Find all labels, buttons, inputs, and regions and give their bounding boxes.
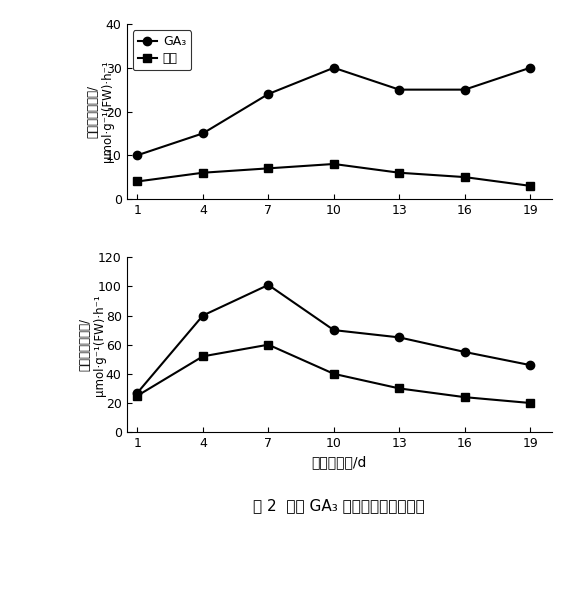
对照 [265, 165, 272, 172]
对照 [331, 160, 338, 168]
GA₃ [331, 64, 338, 72]
X-axis label: 处理后时间/d: 处理后时间/d [312, 456, 367, 469]
对照 [396, 169, 402, 176]
GA₃ [527, 64, 534, 72]
GA₃ [461, 86, 468, 93]
Line: 对照: 对照 [133, 160, 534, 190]
Y-axis label: 酸性转化酶活性/
μmol·g⁻¹(FW)·h⁻¹: 酸性转化酶活性/ μmol·g⁻¹(FW)·h⁻¹ [78, 294, 106, 395]
对照 [527, 182, 534, 189]
Y-axis label: 中性转化酶活性/
μmol·g⁻¹(FW)·h⁻¹: 中性转化酶活性/ μmol·g⁻¹(FW)·h⁻¹ [86, 61, 114, 162]
对照 [461, 174, 468, 181]
Line: GA₃: GA₃ [133, 64, 534, 159]
GA₃ [396, 86, 402, 93]
对照 [200, 169, 206, 176]
GA₃ [134, 151, 141, 159]
对照 [134, 178, 141, 185]
Text: 图 2  外源 GA₃ 对转化酶活性的影响: 图 2 外源 GA₃ 对转化酶活性的影响 [254, 498, 425, 513]
Legend: GA₃, 对照: GA₃, 对照 [133, 30, 191, 70]
GA₃ [200, 130, 206, 137]
GA₃ [265, 90, 272, 97]
